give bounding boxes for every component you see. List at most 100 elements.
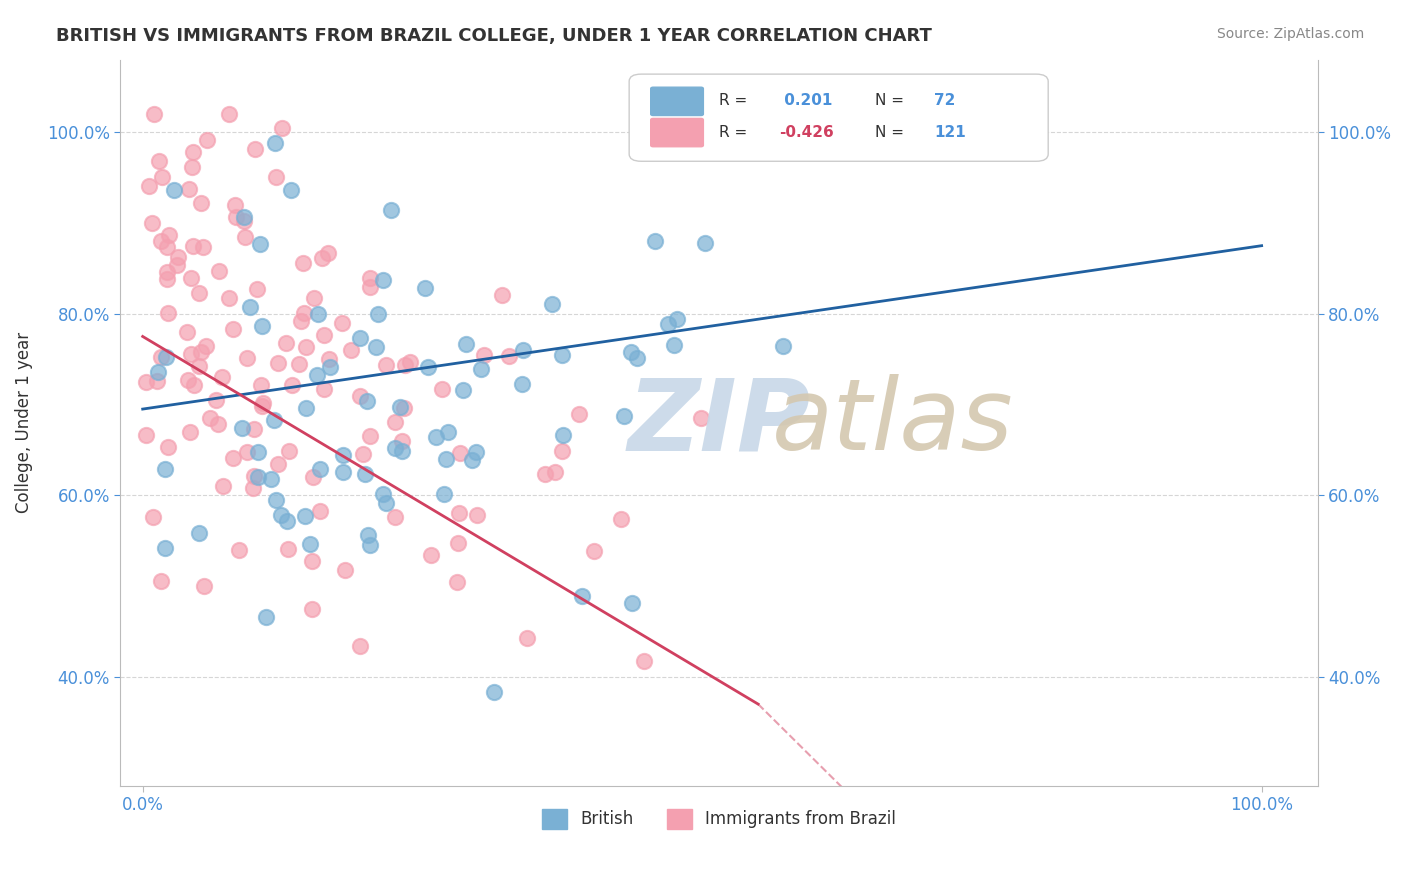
Point — [644, 234, 666, 248]
Point — [551, 349, 574, 363]
Text: -0.426: -0.426 — [779, 125, 834, 140]
Point — [194, 339, 217, 353]
Point — [149, 234, 172, 248]
Point — [224, 198, 246, 212]
Point — [142, 107, 165, 121]
Text: R =: R = — [718, 125, 752, 140]
Point — [266, 356, 288, 370]
Point — [666, 311, 689, 326]
Point — [208, 264, 231, 278]
Point — [772, 339, 794, 353]
Point — [551, 443, 574, 458]
Point — [198, 411, 221, 425]
Point — [249, 236, 271, 251]
Text: Source: ZipAtlas.com: Source: ZipAtlas.com — [1216, 27, 1364, 41]
Point — [294, 509, 316, 524]
Point — [190, 195, 212, 210]
Text: N =: N = — [875, 125, 908, 140]
Point — [254, 609, 277, 624]
Point — [392, 401, 415, 415]
Point — [384, 441, 406, 455]
Point — [281, 377, 304, 392]
Point — [204, 393, 226, 408]
Point — [375, 496, 398, 510]
Point — [252, 395, 274, 409]
Point — [314, 382, 336, 396]
Point — [266, 493, 288, 508]
Point — [498, 350, 520, 364]
Point — [626, 351, 648, 365]
Point — [318, 245, 340, 260]
Point — [491, 288, 513, 302]
Point — [394, 358, 416, 372]
Point — [156, 272, 179, 286]
Point — [515, 631, 537, 645]
Point — [280, 183, 302, 197]
Point — [222, 322, 245, 336]
Point — [472, 348, 495, 362]
Point — [250, 377, 273, 392]
Point — [155, 350, 177, 364]
Point — [446, 575, 468, 590]
Point — [447, 506, 470, 520]
Point — [191, 240, 214, 254]
Point — [225, 210, 247, 224]
Point — [544, 465, 567, 479]
Point — [568, 407, 591, 421]
Point — [302, 470, 325, 484]
Point — [235, 444, 257, 458]
Point — [176, 326, 198, 340]
Point — [246, 282, 269, 296]
Point — [233, 230, 256, 244]
Point — [470, 362, 492, 376]
Text: ZIP: ZIP — [627, 374, 810, 471]
Point — [243, 143, 266, 157]
Point — [243, 421, 266, 435]
Point — [553, 428, 575, 442]
Point — [141, 216, 163, 230]
Point — [179, 425, 201, 440]
Point — [359, 429, 381, 443]
Point — [295, 401, 318, 416]
Point — [367, 308, 389, 322]
FancyBboxPatch shape — [651, 87, 703, 116]
Point — [610, 512, 633, 526]
Point — [195, 133, 218, 147]
Point — [374, 358, 396, 372]
Point — [384, 415, 406, 429]
Point — [290, 314, 312, 328]
Point — [228, 543, 250, 558]
Point — [148, 153, 170, 168]
Point — [157, 227, 180, 242]
Point — [309, 504, 332, 518]
Text: 72: 72 — [935, 94, 956, 109]
Text: R =: R = — [718, 94, 752, 109]
Point — [467, 508, 489, 523]
Point — [276, 335, 298, 350]
Point — [157, 440, 180, 454]
Point — [308, 461, 330, 475]
Point — [534, 467, 557, 481]
Point — [541, 297, 564, 311]
Point — [263, 413, 285, 427]
Point — [167, 250, 190, 264]
Point — [250, 399, 273, 413]
Point — [633, 654, 655, 668]
Point — [188, 525, 211, 540]
Point — [613, 409, 636, 423]
Point — [150, 169, 173, 184]
Point — [349, 639, 371, 653]
Point — [260, 472, 283, 486]
Point — [302, 291, 325, 305]
Point — [689, 410, 711, 425]
Point — [156, 240, 179, 254]
Point — [333, 563, 356, 577]
Point — [432, 382, 454, 396]
Point — [318, 351, 340, 366]
Point — [332, 465, 354, 479]
Point — [142, 509, 165, 524]
Point — [232, 214, 254, 228]
Point — [465, 445, 488, 459]
Point — [434, 452, 457, 467]
Point — [352, 447, 374, 461]
